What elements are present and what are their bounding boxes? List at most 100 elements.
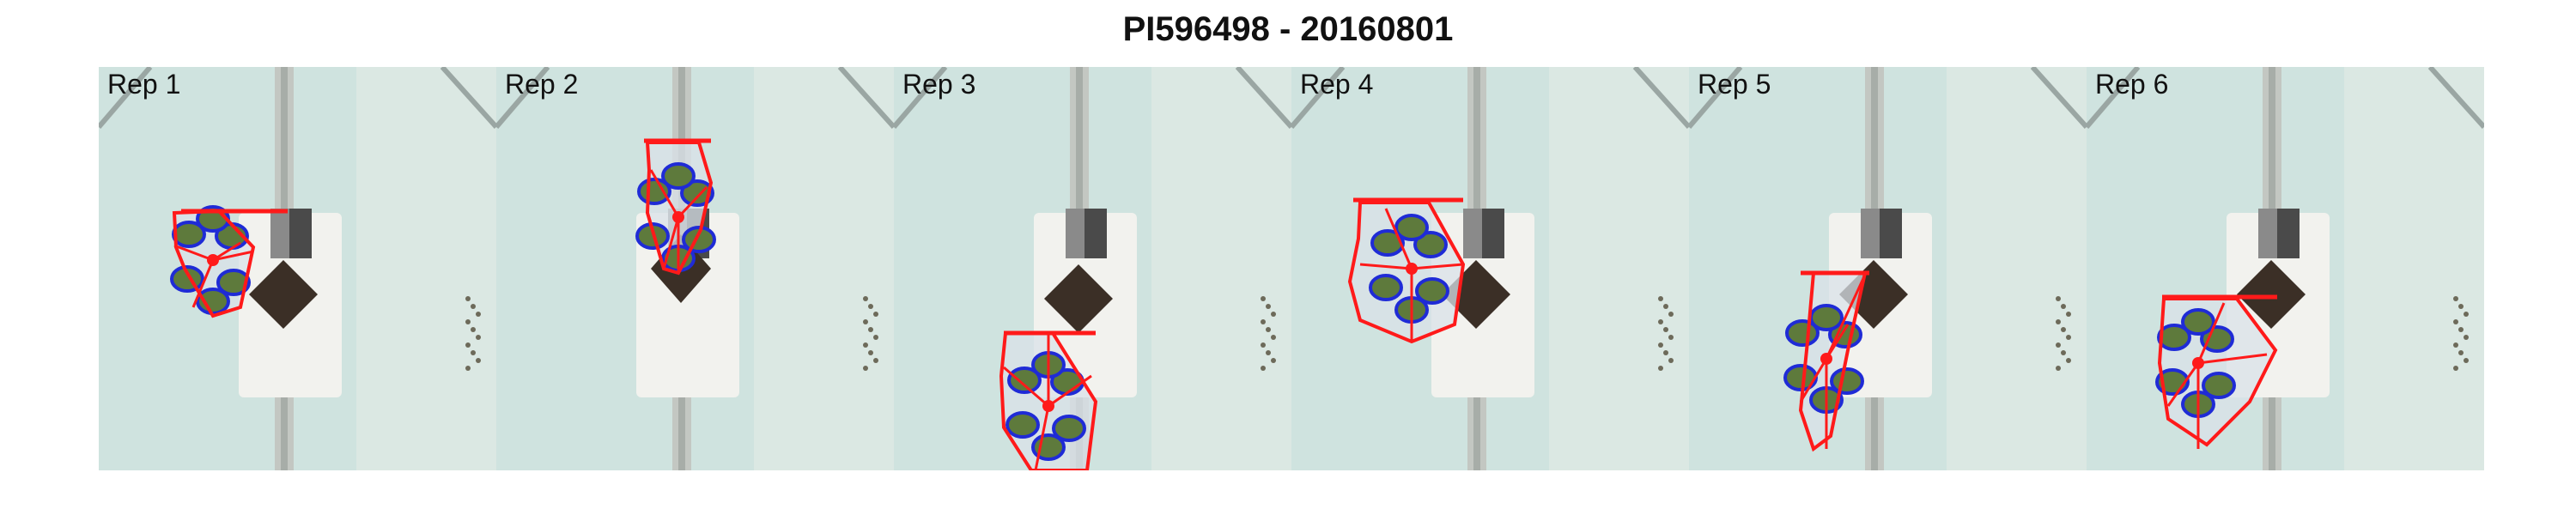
hull-axis-line (662, 216, 680, 270)
debris (476, 312, 481, 317)
debris (2056, 366, 2061, 371)
debris (471, 304, 476, 309)
leaf (2200, 325, 2234, 353)
debris (1261, 319, 1266, 324)
centroid-marker (1042, 400, 1054, 412)
frame-edge (1291, 67, 1346, 129)
plant-image (496, 67, 894, 470)
hull-axis-line (2196, 302, 2226, 364)
debris (2061, 350, 2066, 355)
panel-label: Rep 6 (2095, 69, 2169, 100)
plant-image (894, 67, 1291, 470)
hull-axis-line (1799, 358, 1828, 403)
hull-axis-line (1825, 274, 1867, 360)
debris (1271, 335, 1276, 340)
debris (1266, 350, 1271, 355)
debris (2056, 342, 2061, 348)
debris (2066, 358, 2071, 363)
debris (2464, 358, 2469, 363)
debris (863, 296, 868, 301)
debris (465, 342, 471, 348)
debris (476, 335, 481, 340)
convex-hull-outline (2157, 297, 2278, 447)
hull-axis-line (649, 169, 680, 218)
debris (2066, 312, 2071, 317)
panel-label: Rep 1 (107, 69, 181, 100)
debris (2458, 350, 2464, 355)
sensor-box-face (2258, 209, 2277, 258)
plant-image (1689, 67, 2087, 470)
leaf (2181, 308, 2215, 336)
debris (1663, 304, 1668, 309)
debris (2066, 335, 2071, 340)
debris (1668, 312, 1674, 317)
hull-axis-line (1003, 366, 1049, 408)
plant-image (2087, 67, 2484, 470)
sensor-box-face (1066, 209, 1084, 258)
frame-edge (1689, 67, 1743, 129)
sensor-box-face (270, 209, 289, 258)
hull-axis-line (173, 244, 214, 262)
sensor-box-face (1861, 209, 1880, 258)
leaf (1415, 277, 1449, 305)
plant-image (99, 67, 496, 470)
centroid-marker (207, 254, 219, 266)
hull-axis-line (1048, 374, 1092, 408)
figure-title: PI596498 - 20160801 (1122, 10, 1454, 48)
debris (2458, 304, 2464, 309)
leaf (2202, 372, 2236, 399)
centroid-marker (672, 211, 684, 223)
debris (1658, 296, 1663, 301)
debris (471, 327, 476, 332)
leaf (1370, 229, 1405, 257)
leaf (1369, 274, 1403, 301)
convex-hull-outline (172, 209, 256, 318)
leaf (2157, 324, 2191, 351)
leaf (1413, 231, 1448, 258)
leaf (661, 162, 696, 190)
debris (868, 304, 873, 309)
leaf (1005, 411, 1040, 439)
panel-rep-5: Rep 5 (1689, 67, 2087, 470)
centroid-marker (1406, 263, 1418, 275)
hull-axis-line (1384, 208, 1413, 270)
photo-light-region (356, 67, 496, 470)
frame-edge (440, 67, 496, 130)
debris (2056, 319, 2061, 324)
debris (863, 319, 868, 324)
debris (465, 366, 471, 371)
soil-pot (1044, 264, 1113, 333)
debris (1668, 335, 1674, 340)
hull-axis-line (1359, 263, 1413, 270)
debris (2458, 327, 2464, 332)
leaf (1394, 214, 1429, 241)
leaf (216, 269, 251, 296)
panel-rep-1: Rep 1 (99, 67, 496, 470)
debris (2453, 342, 2458, 348)
debris (1668, 358, 1674, 363)
frame-edge (2427, 67, 2484, 130)
debris (465, 319, 471, 324)
panel-label: Rep 2 (505, 69, 579, 100)
debris (2056, 296, 2061, 301)
debris (1663, 350, 1668, 355)
debris (1658, 342, 1663, 348)
hull-axis-line (1411, 263, 1464, 270)
hull-axis-line (1034, 405, 1050, 470)
photo-light-region (1549, 67, 1689, 470)
frame-edge (894, 67, 948, 129)
debris (1266, 304, 1271, 309)
hull-axis-line (2197, 353, 2268, 365)
panel-rep-2: Rep 2 (496, 67, 894, 470)
photo-light-region (1947, 67, 2087, 470)
panel-label: Rep 4 (1300, 69, 1374, 100)
frame-edge (1235, 67, 1291, 130)
debris (1271, 358, 1276, 363)
hull-axis-line (1825, 324, 1850, 360)
debris (868, 350, 873, 355)
frame-edge (837, 67, 894, 130)
hull-axis-line (212, 250, 254, 262)
frame-edge (496, 67, 550, 129)
panel-rep-4: Rep 4 (1291, 67, 1689, 470)
debris (2453, 319, 2458, 324)
